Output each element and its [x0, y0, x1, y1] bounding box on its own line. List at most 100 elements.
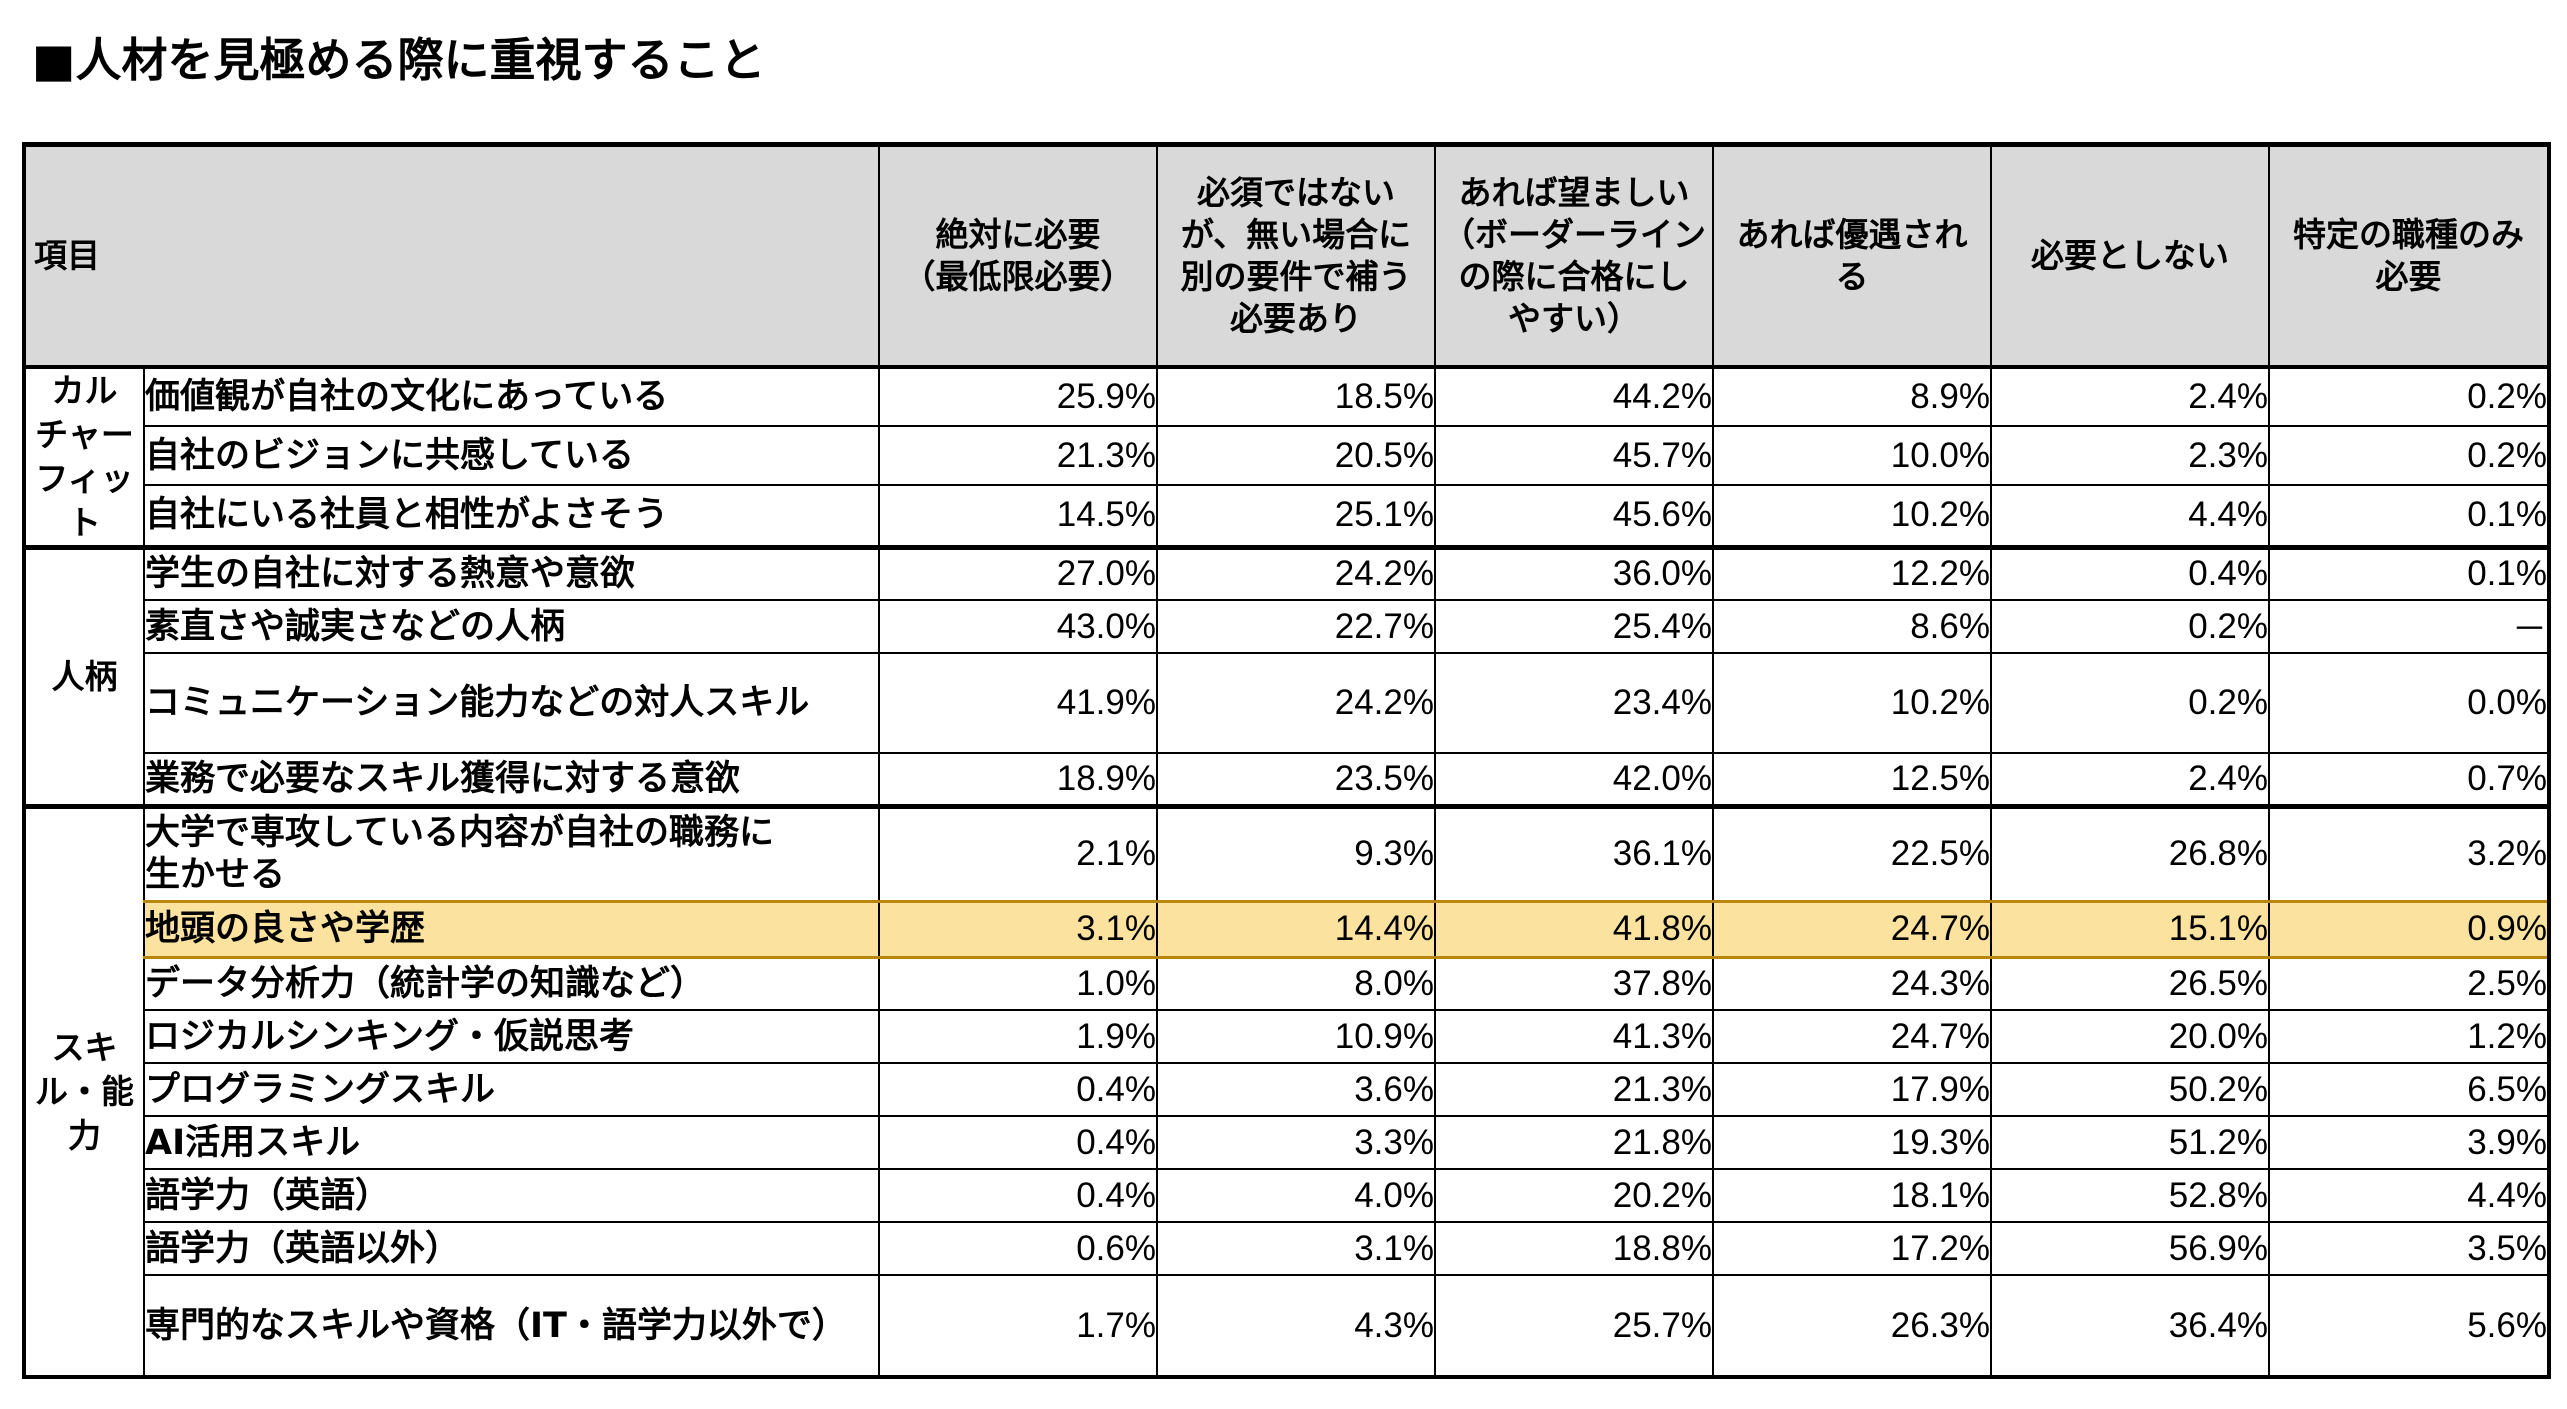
cell-desirable: 25.7% — [1434, 1274, 1714, 1379]
table-row: AI活用スキル 0.4% 3.3% 21.8% 19.3% 51.2% 3.9% — [24, 1115, 2551, 1170]
row-label: データ分析力（統計学の知識など） — [143, 956, 880, 1011]
table-row: 語学力（英語） 0.4% 4.0% 20.2% 18.1% 52.8% 4.4% — [24, 1168, 2551, 1223]
header-col-compensable: 必須ではない が、無い場合に 別の要件で補う 必要あり — [1156, 142, 1436, 369]
cell-preferred: 10.0% — [1712, 424, 1992, 487]
cell-required: 1.7% — [878, 1274, 1158, 1379]
cell-compensable: 10.9% — [1156, 1009, 1436, 1064]
row-label: 語学力（英語） — [143, 1168, 880, 1223]
table-row: 語学力（英語以外） 0.6% 3.1% 18.8% 17.2% 56.9% 3.5% — [24, 1221, 2551, 1276]
header-row: 項目 絶対に必要 （最低限必要） 必須ではない が、無い場合に 別の要件で補う 必要あり… — [22, 142, 2551, 369]
cell-compensable: 4.0% — [1156, 1168, 1436, 1223]
cell-specific-job: 3.2% — [2268, 805, 2551, 902]
cell-compensable: 25.1% — [1156, 484, 1436, 550]
table-row: 専門的なスキルや資格（IT・語学力以外で） 1.7% 4.3% 25.7% 26.3% 3… — [24, 1274, 2551, 1379]
cell-specific-job: 6.5% — [2268, 1062, 2551, 1117]
cell-specific-job: 3.9% — [2268, 1115, 2551, 1170]
row-label: 学生の自社に対する熱意や意欲 — [143, 546, 880, 601]
table-row: コミュニケーション能力などの対人スキル 41.9% 24.2% 23.4% 10.2% 0… — [24, 652, 2551, 754]
table-row: ロジカルシンキング・仮説思考 1.9% 10.9% 41.3% 24.7% 20.0% 1.… — [24, 1009, 2551, 1064]
cell-not-needed: 2.4% — [1990, 365, 2270, 427]
cell-specific-job: 4.4% — [2268, 1168, 2551, 1223]
table-row: プログラミングスキル 0.4% 3.6% 21.3% 17.9% 50.2% 6.5% — [24, 1062, 2551, 1117]
cell-required: 14.5% — [878, 484, 1158, 550]
cell-not-needed: 20.0% — [1990, 1009, 2270, 1064]
table-row: 自社にいる社員と相性がよさそう 14.5% 25.1% 45.6% 10.2% 4.4% 0… — [24, 484, 2551, 550]
row-label: 語学力（英語以外） — [143, 1221, 880, 1276]
cell-required: 25.9% — [878, 365, 1158, 427]
cell-preferred: 18.1% — [1712, 1168, 1992, 1223]
cell-preferred: 17.2% — [1712, 1221, 1992, 1276]
cell-preferred: 8.6% — [1712, 599, 1992, 654]
cell-specific-job: 0.0% — [2268, 652, 2551, 754]
row-label: 価値観が自社の文化にあっている — [143, 365, 880, 427]
cell-compensable: 24.2% — [1156, 546, 1436, 601]
cell-desirable: 36.1% — [1434, 805, 1714, 902]
cell-compensable: 14.4% — [1156, 899, 1436, 959]
cell-compensable: 3.3% — [1156, 1115, 1436, 1170]
cell-desirable: 45.7% — [1434, 424, 1714, 487]
header-col-preferred: あれば優遇される — [1712, 142, 1992, 369]
cell-desirable: 45.6% — [1434, 484, 1714, 550]
header-col-not-needed: 必要としない — [1990, 142, 2270, 369]
cell-desirable: 41.8% — [1434, 899, 1714, 959]
table-row: 素直さや誠実さなどの人柄 43.0% 22.7% 25.4% 8.6% 0.2% － — [24, 599, 2551, 654]
cell-not-needed: 26.5% — [1990, 956, 2270, 1011]
cell-desirable: 42.0% — [1434, 752, 1714, 809]
row-label: 自社のビジョンに共感している — [143, 424, 880, 487]
cell-specific-job: 0.2% — [2268, 365, 2551, 427]
cell-required: 0.4% — [878, 1062, 1158, 1117]
row-label: コミュニケーション能力などの対人スキル — [143, 652, 880, 754]
cell-desirable: 25.4% — [1434, 599, 1714, 654]
cell-specific-job: 1.2% — [2268, 1009, 2551, 1064]
row-label: AI活用スキル — [143, 1115, 880, 1170]
cell-required: 1.9% — [878, 1009, 1158, 1064]
cell-compensable: 18.5% — [1156, 365, 1436, 427]
cell-preferred: 8.9% — [1712, 365, 1992, 427]
cell-desirable: 37.8% — [1434, 956, 1714, 1011]
category-label: スキ ル・能力 — [22, 805, 145, 1379]
cell-compensable: 3.6% — [1156, 1062, 1436, 1117]
cell-not-needed: 0.2% — [1990, 599, 2270, 654]
header-item: 項目 — [22, 142, 880, 369]
table-row: スキ ル・能力大学で専攻している内容が自社の職務に 生かせる 2.1% 9.3% 36.1… — [22, 805, 2551, 1379]
cell-required: 2.1% — [878, 805, 1158, 902]
cell-not-needed: 36.4% — [1990, 1274, 2270, 1379]
data-table: 項目 絶対に必要 （最低限必要） 必須ではない が、無い場合に 別の要件で補う 必要あり… — [22, 142, 2551, 1379]
cell-compensable: 20.5% — [1156, 424, 1436, 487]
cell-not-needed: 2.4% — [1990, 752, 2270, 809]
cell-required: 41.9% — [878, 652, 1158, 754]
cell-specific-job: 0.1% — [2268, 484, 2551, 550]
table-row: 業務で必要なスキル獲得に対する意欲 18.9% 23.5% 42.0% 12.5% 2.4… — [24, 752, 2551, 809]
cell-desirable: 44.2% — [1434, 365, 1714, 427]
cell-compensable: 9.3% — [1156, 805, 1436, 902]
cell-not-needed: 26.8% — [1990, 805, 2270, 902]
cell-desirable: 20.2% — [1434, 1168, 1714, 1223]
cell-preferred: 26.3% — [1712, 1274, 1992, 1379]
cell-specific-job: 0.2% — [2268, 424, 2551, 487]
cell-specific-job: － — [2268, 599, 2551, 654]
header-col-required: 絶対に必要 （最低限必要） — [878, 142, 1158, 369]
cell-specific-job: 3.5% — [2268, 1221, 2551, 1276]
cell-specific-job: 5.6% — [2268, 1274, 2551, 1379]
table-row: 人柄 学生の自社に対する熱意や意欲 27.0% 24.2% 36.0% 12.2% 0.4%… — [22, 546, 2551, 809]
cell-compensable: 8.0% — [1156, 956, 1436, 1011]
cell-preferred: 12.2% — [1712, 546, 1992, 601]
cell-preferred: 24.3% — [1712, 956, 1992, 1011]
cell-preferred: 17.9% — [1712, 1062, 1992, 1117]
cell-desirable: 41.3% — [1434, 1009, 1714, 1064]
cell-not-needed: 0.4% — [1990, 546, 2270, 601]
cell-required: 3.1% — [878, 899, 1158, 959]
cell-preferred: 19.3% — [1712, 1115, 1992, 1170]
row-label: 業務で必要なスキル獲得に対する意欲 — [143, 752, 880, 809]
row-label: 素直さや誠実さなどの人柄 — [143, 599, 880, 654]
cell-desirable: 21.8% — [1434, 1115, 1714, 1170]
header-col-specific-job: 特定の職種のみ 必要 — [2268, 142, 2551, 369]
cell-preferred: 12.5% — [1712, 752, 1992, 809]
cell-not-needed: 15.1% — [1990, 899, 2270, 959]
cell-preferred: 10.2% — [1712, 652, 1992, 754]
cell-specific-job: 0.9% — [2268, 899, 2551, 959]
cell-desirable: 18.8% — [1434, 1221, 1714, 1276]
cell-required: 1.0% — [878, 956, 1158, 1011]
category-label: カル チャー フィット — [22, 365, 145, 550]
row-label: 大学で専攻している内容が自社の職務に 生かせる — [143, 805, 880, 902]
